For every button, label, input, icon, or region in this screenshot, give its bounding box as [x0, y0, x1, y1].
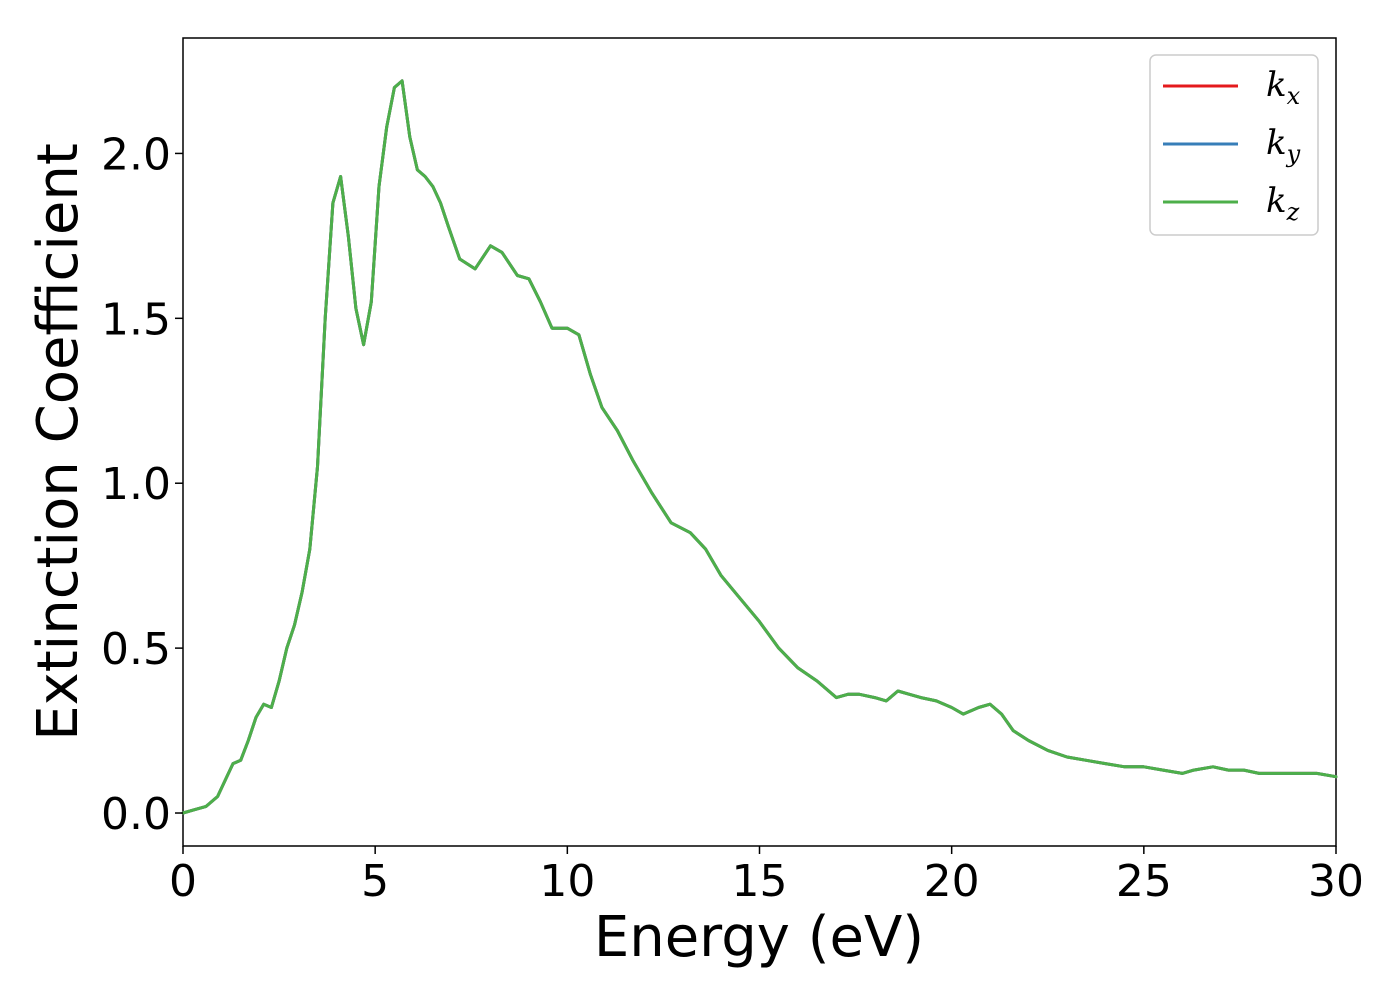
- legend-label-subscript: y: [1286, 140, 1301, 168]
- y-axis-title: Extinction Coefficient: [26, 143, 91, 741]
- y-axis: 0.0 0.5 1.0 1.5 2.0: [101, 129, 183, 840]
- legend-label-subscript: x: [1287, 82, 1301, 110]
- x-tick-label: 5: [361, 856, 389, 907]
- x-tick-label: 15: [732, 856, 788, 907]
- y-tick-label: 2.0: [101, 129, 171, 180]
- legend-label-ky: ky: [1266, 123, 1301, 168]
- legend-label-base: k: [1266, 65, 1287, 105]
- legend-label-base: k: [1266, 181, 1287, 221]
- x-tick-label: 20: [924, 856, 980, 907]
- x-tick-label: 0: [169, 856, 197, 907]
- x-axis-title: Energy (eV): [594, 905, 924, 970]
- plot-area: [182, 37, 1337, 847]
- legend-label-kx: kx: [1266, 65, 1301, 110]
- y-tick-label: 1.5: [101, 294, 171, 345]
- legend-label-base: k: [1266, 123, 1287, 163]
- legend-label-subscript: z: [1286, 198, 1300, 226]
- y-tick-label: 0.5: [101, 624, 171, 675]
- y-tick-label: 0.0: [101, 789, 171, 840]
- series-layer: [181, 79, 1338, 815]
- x-axis: 0 5 10 15 20 25 30: [169, 846, 1364, 907]
- legend-label-kz: kz: [1266, 181, 1300, 226]
- x-tick-label: 25: [1116, 856, 1172, 907]
- x-tick-label: 10: [539, 856, 595, 907]
- x-tick-label: 30: [1308, 856, 1364, 907]
- series-line-kz: [181, 79, 1338, 815]
- y-tick-label: 1.0: [101, 459, 171, 510]
